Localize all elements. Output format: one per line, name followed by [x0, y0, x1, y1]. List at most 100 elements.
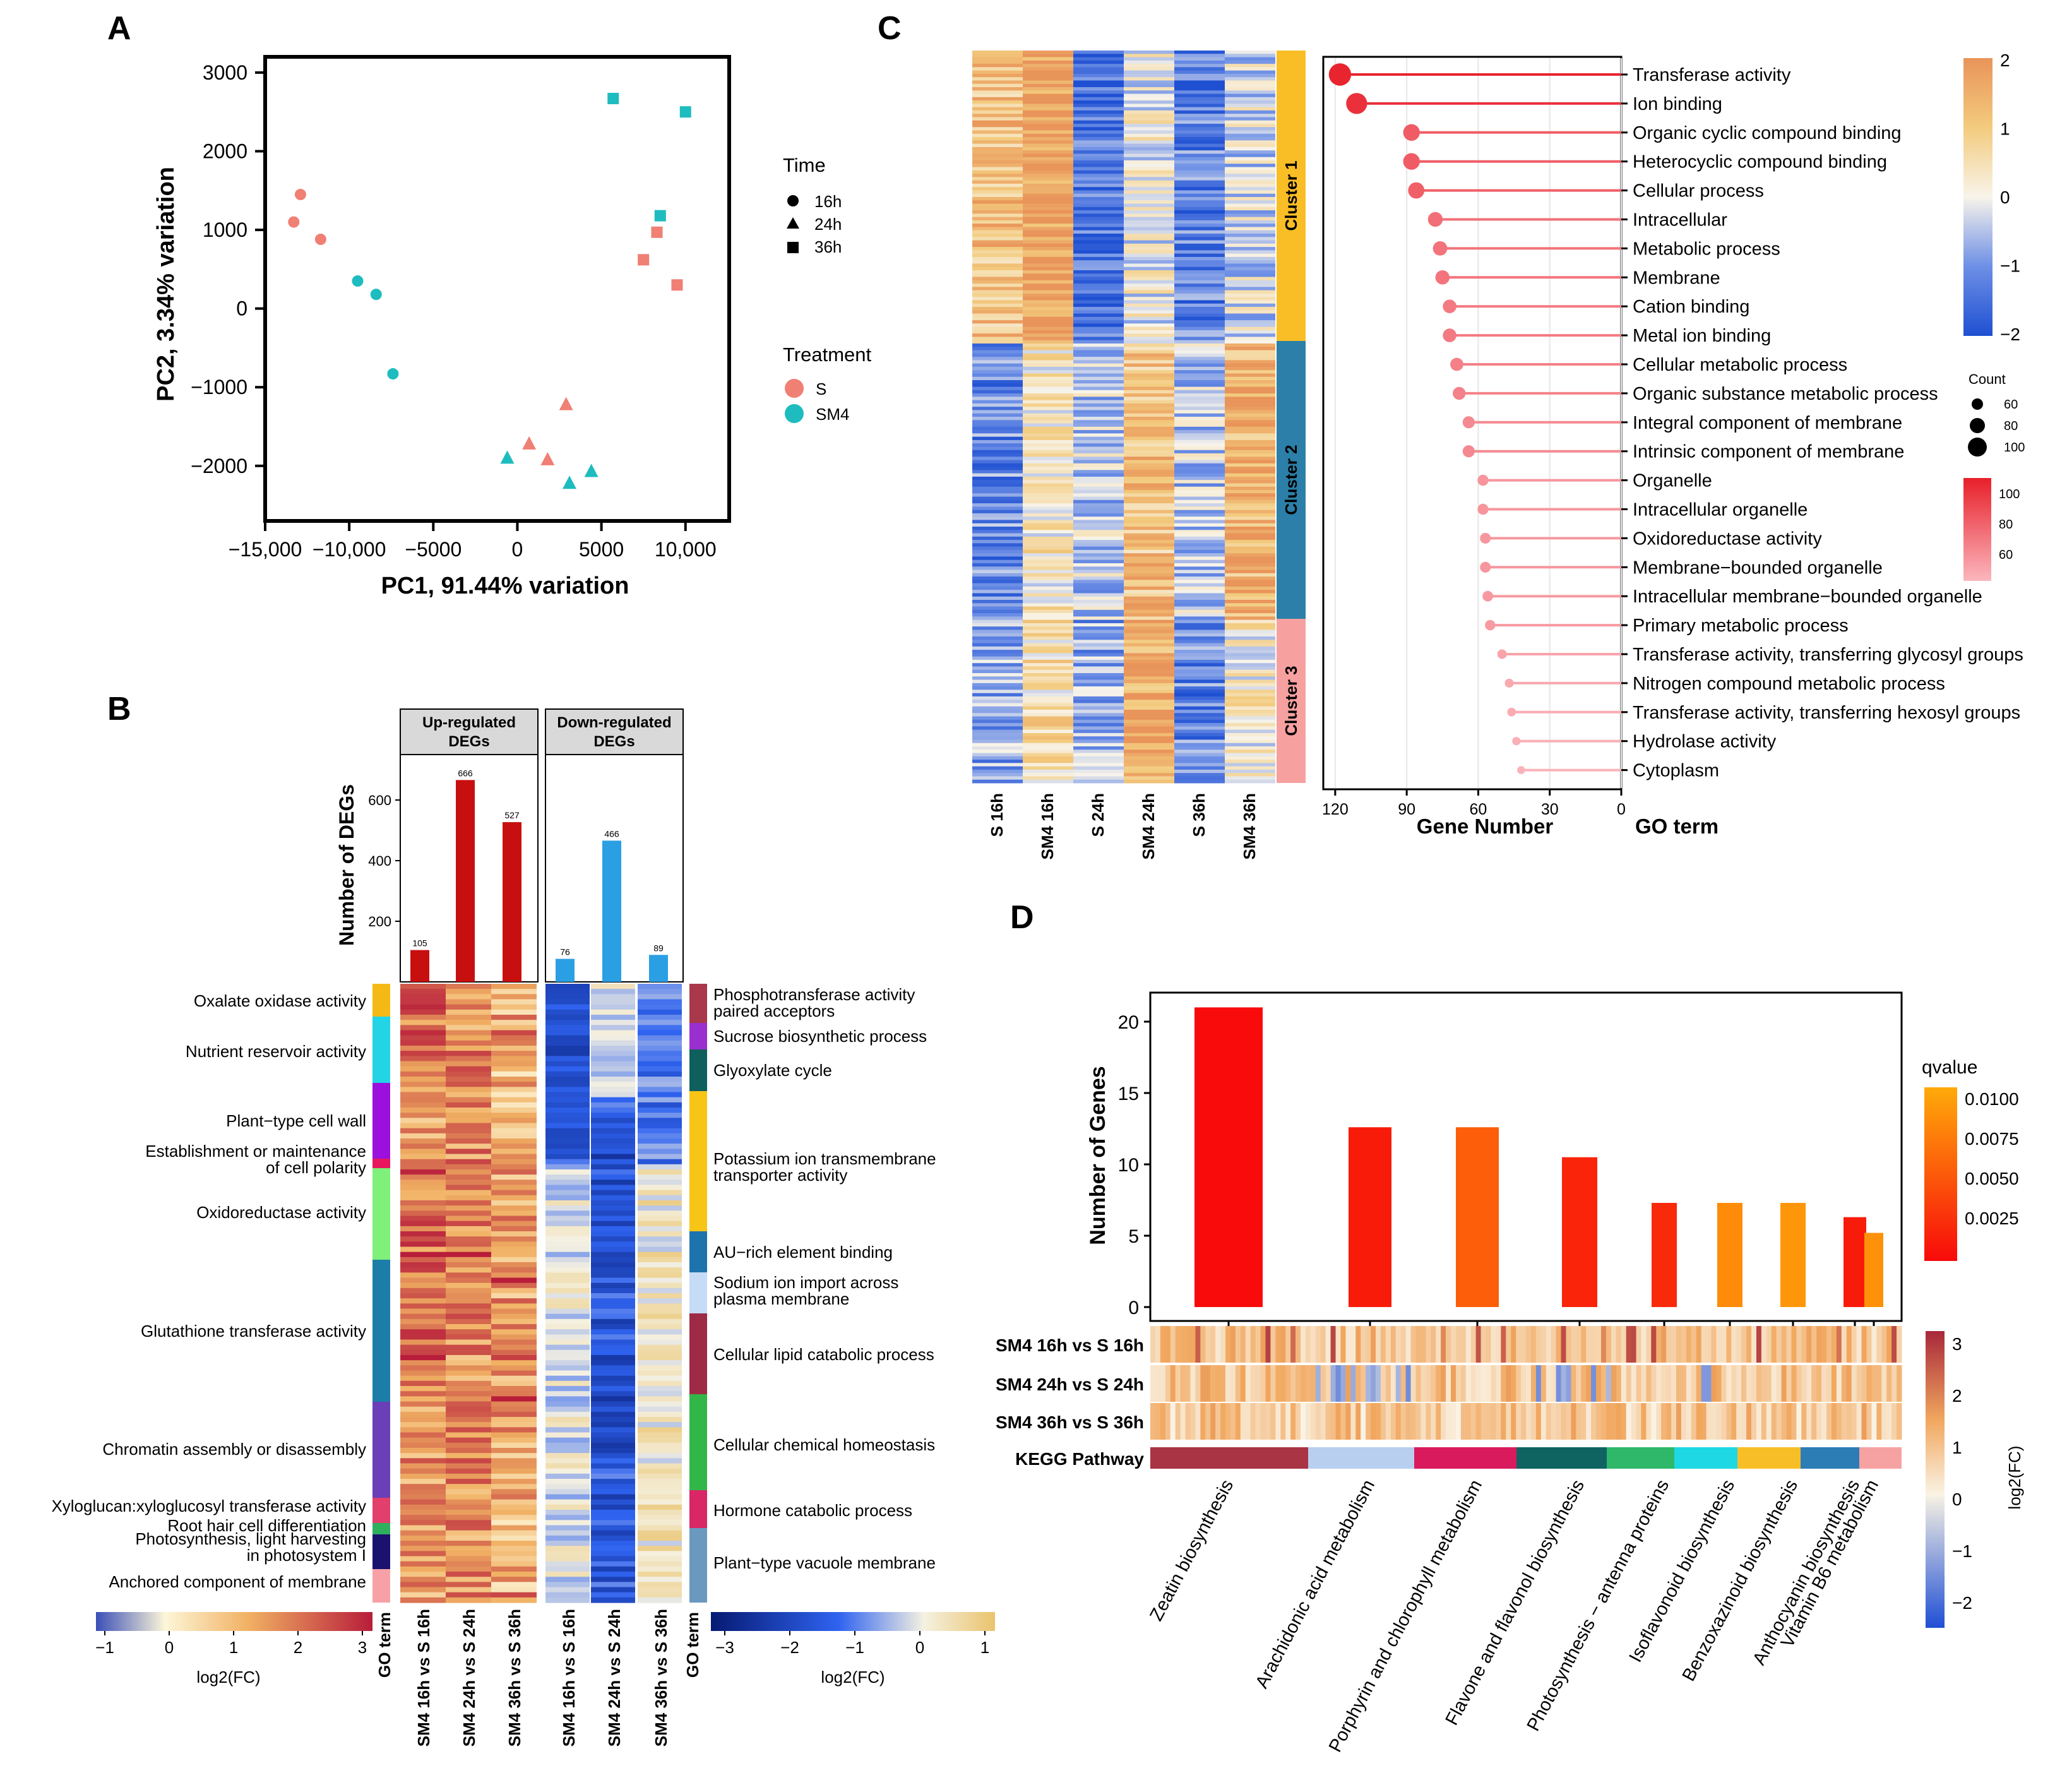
- kegg-heat-cell: [1656, 1326, 1662, 1363]
- cluster-heat-cell: [972, 220, 1023, 224]
- kegg-heat-cell: [1646, 1403, 1652, 1440]
- cluster-heat-cell: [1023, 446, 1073, 451]
- kegg-pathway-color-4: [1607, 1447, 1674, 1469]
- cluster-column-label-4: S 36h: [1189, 793, 1208, 837]
- kegg-heat-cell: [1776, 1326, 1782, 1363]
- cluster-heat-cell: [1174, 436, 1225, 441]
- kegg-heat-cell: [1455, 1326, 1462, 1363]
- cluster-heat-cell: [1023, 83, 1073, 88]
- cluster-heat-cell: [1023, 520, 1073, 524]
- cluster-heat-cell: [1174, 633, 1225, 637]
- lollipop-term-20: Transferase activity, transferring glyco…: [1633, 645, 2023, 665]
- cluster-heat-cell: [1225, 736, 1275, 740]
- down-heat-cell: [545, 1561, 590, 1567]
- cluster-heat-cell: [1023, 206, 1073, 211]
- kegg-heat-cell: [1190, 1403, 1196, 1440]
- cluster-heat-cell: [1023, 160, 1073, 164]
- up-heat-cell: [446, 1133, 491, 1139]
- cluster-heat-cell: [1225, 393, 1275, 397]
- cluster-heat-cell: [1174, 107, 1225, 111]
- cluster-heat-cell: [1023, 326, 1073, 331]
- up-heat-cell: [446, 1411, 491, 1418]
- lollipop-term-17: Membrane−bounded organelle: [1633, 558, 1883, 578]
- cluster-heat-cell: [1124, 70, 1174, 75]
- cluster-heat-cell: [1023, 150, 1073, 154]
- up-heat-cell: [491, 1051, 537, 1056]
- cluster-heat-cell: [1023, 490, 1073, 494]
- down-heat-cell: [591, 1025, 635, 1031]
- cluster-heat-cell: [1124, 543, 1174, 547]
- down-heat-cell: [591, 1453, 635, 1459]
- cluster-heat-cell: [1073, 164, 1124, 168]
- down-heat-cell: [638, 1102, 682, 1108]
- kegg-heat-cell: [1586, 1365, 1592, 1402]
- cluster-heat-cell: [972, 646, 1023, 650]
- up-heat-cell: [400, 1149, 446, 1155]
- up-heat-cell: [491, 1566, 537, 1572]
- cluster-heat-cell: [1073, 234, 1124, 237]
- cluster-heat-cell: [1124, 700, 1174, 703]
- kegg-heat-cell: [1676, 1365, 1682, 1402]
- cluster-heat-cell: [1124, 423, 1174, 427]
- cluster-heat-cell: [972, 51, 1023, 54]
- qvalue-tick-label-2: 0.0050: [1965, 1169, 2019, 1188]
- cluster-heat-cell: [972, 496, 1023, 501]
- kegg-heat-cell: [1486, 1365, 1491, 1402]
- c-heat-tick-label-0: 2: [2000, 51, 2010, 70]
- up-heat-cell: [491, 1108, 537, 1113]
- cluster-heat-cell: [1023, 187, 1073, 191]
- kegg-heat-cell: [1746, 1403, 1752, 1440]
- cluster-heat-cell: [972, 266, 1023, 271]
- kegg-heat-cell: [1611, 1326, 1617, 1363]
- down-heat-cell: [638, 1437, 682, 1443]
- cluster-heat-cell: [972, 710, 1023, 714]
- cluster-heat-cell: [1174, 527, 1225, 530]
- kegg-heat-cell: [1581, 1403, 1587, 1440]
- cluster-heat-cell: [1225, 316, 1275, 321]
- cluster-heat-cell: [1174, 443, 1225, 447]
- down-heat-cell: [545, 1195, 590, 1201]
- down-heat-cell: [591, 1489, 635, 1495]
- cluster-heat-cell: [1225, 104, 1275, 108]
- cluster-heat-cell: [1073, 390, 1124, 394]
- cluster-heat-cell: [1124, 769, 1174, 774]
- pca-y-tick-label-3: 1000: [203, 218, 247, 241]
- cluster-heat-cell: [1073, 650, 1124, 654]
- cluster-heat-cell: [1023, 556, 1073, 561]
- cluster-heat-cell: [1225, 669, 1275, 674]
- cluster-heat-cell: [1225, 107, 1275, 111]
- up-heat-cell: [446, 1556, 491, 1562]
- cluster-heat-cell: [1174, 710, 1225, 714]
- cluster-heat-cell: [1124, 630, 1174, 634]
- lollipop-term-8: Cation binding: [1633, 297, 1749, 317]
- cluster-heat-cell: [972, 386, 1023, 391]
- cluster-heat-cell: [1023, 763, 1073, 767]
- cluster-heat-cell: [1124, 739, 1174, 744]
- down-heat-cell: [545, 1035, 590, 1041]
- cluster-heat-cell: [1073, 137, 1124, 141]
- cluster-heat-cell: [1073, 133, 1124, 138]
- up-heat-cell: [400, 1051, 446, 1056]
- kegg-heat-cell: [1881, 1326, 1887, 1363]
- down-heat-cell: [638, 1293, 682, 1299]
- down-heat-cell: [638, 1066, 682, 1072]
- cluster-heat-cell: [1124, 363, 1174, 367]
- kegg-heat-cell: [1496, 1403, 1501, 1440]
- up-heat-cell: [400, 1221, 446, 1227]
- cluster-heat-cell: [1023, 157, 1073, 161]
- kegg-heat-cell: [1305, 1365, 1311, 1402]
- up-heat-cell: [446, 1308, 491, 1315]
- kegg-heat-cell: [1671, 1326, 1677, 1363]
- cluster-heat-cell: [1174, 183, 1225, 188]
- count-legend-title: Count: [1969, 371, 2006, 387]
- up-heat-cell: [400, 1287, 446, 1294]
- cluster-heat-cell: [972, 546, 1023, 551]
- pca-point-13: [679, 106, 691, 118]
- up-heat-cell: [446, 1257, 491, 1263]
- cluster-heat-cell: [1023, 679, 1073, 684]
- cluster-heat-cell: [972, 73, 1023, 78]
- go-right-term-0: Phosphotransferase activity: [713, 985, 915, 1004]
- kegg-heat-cell: [1355, 1403, 1361, 1440]
- up-heat-cell: [491, 1515, 537, 1520]
